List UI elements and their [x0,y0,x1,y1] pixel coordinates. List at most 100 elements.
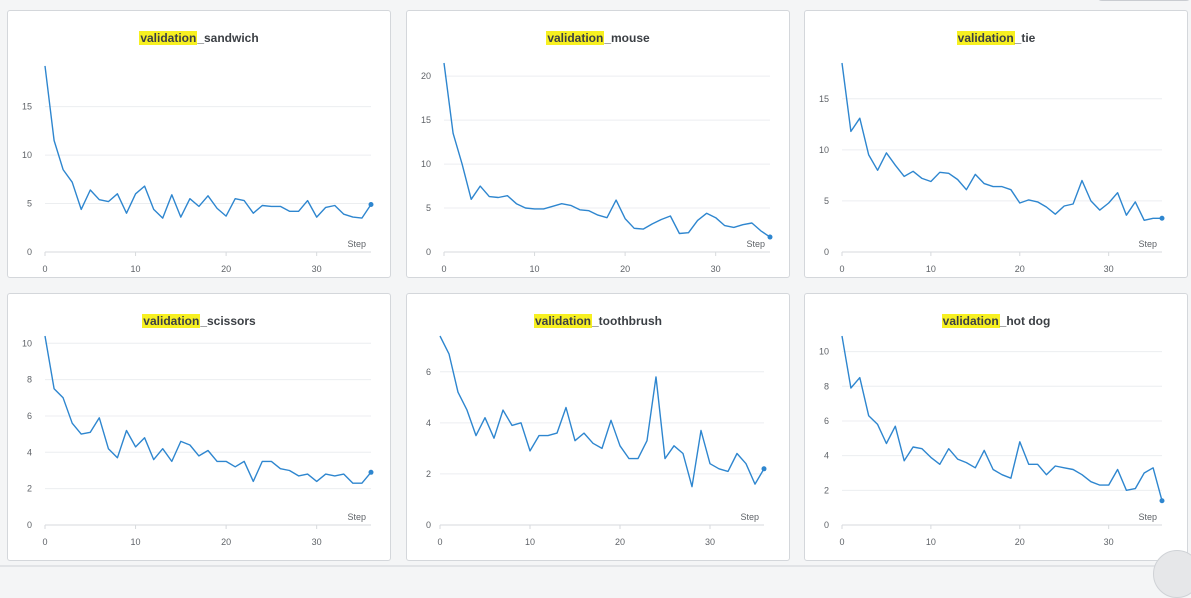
y-tick-label: 2 [824,485,829,495]
y-tick-label: 20 [421,71,431,81]
y-tick-label: 0 [426,520,431,530]
chart-panel[interactable]: validation_sandwich 0 5 10 15 0 10 20 30 Step [7,10,391,278]
series-end-point [368,202,374,208]
y-tick-label: 6 [27,411,32,421]
chart-title-highlight: validation [941,314,1000,328]
y-tick-label: 4 [27,447,32,457]
chart-panel[interactable]: validation_toothbrush 0 2 4 6 0 10 20 30 Step [406,293,790,561]
line-chart: 0 2 4 6 8 10 0 10 20 30 Step [819,335,1165,547]
x-tick-label: 30 [711,264,721,274]
x-tick-label: 20 [221,537,231,547]
chart-title-rest: _toothbrush [592,314,662,328]
y-tick-label: 10 [819,145,829,155]
chart-title-rest: _sandwich [197,31,259,45]
series-end-point [761,466,767,472]
y-tick-label: 6 [824,416,829,426]
series-end-point [767,234,773,240]
line-chart: 0 5 10 15 0 10 20 30 Step [819,62,1165,274]
x-tick-label: 20 [620,264,630,274]
x-tick-label: 10 [530,264,540,274]
x-tick-label: 0 [42,264,47,274]
x-tick-label: 0 [42,537,47,547]
chart-title: validation_sandwich [8,31,390,45]
y-tick-label: 8 [824,381,829,391]
series-line [44,335,372,484]
chart-title: validation_scissors [8,314,390,328]
x-tick-label: 20 [1015,264,1025,274]
chart-title-highlight: validation [546,31,605,45]
x-axis-label: Step [347,512,366,522]
series-end-point [1159,498,1165,504]
x-axis-label: Step [740,512,759,522]
line-chart: 0 2 4 6 8 10 0 10 20 30 Step [22,335,374,547]
chart-title-highlight: validation [533,314,592,328]
chart-title-rest: _hot dog [999,314,1051,328]
x-tick-label: 10 [131,264,141,274]
y-tick-label: 5 [27,199,32,209]
chart-panel[interactable]: validation_mouse 0 5 10 15 20 0 10 20 30 Step [406,10,790,278]
line-chart: 0 5 10 15 0 10 20 30 Step [22,65,374,274]
x-axis-label: Step [347,239,366,249]
y-tick-label: 8 [27,375,32,385]
y-tick-label: 10 [22,338,32,348]
chart-title-highlight: validation [139,31,198,45]
chart-panel[interactable]: validation_scissors 0 2 4 6 8 10 0 10 20 30 Step [7,293,391,561]
y-tick-label: 4 [824,451,829,461]
series-line [841,335,1163,501]
chart-title-rest: _mouse [604,31,650,45]
x-tick-label: 30 [312,537,322,547]
x-tick-label: 20 [1015,537,1025,547]
y-tick-label: 5 [426,203,431,213]
y-tick-label: 10 [421,159,431,169]
x-tick-label: 30 [312,264,322,274]
bottom-divider [0,565,1191,567]
series-end-point [1159,215,1165,221]
x-axis-label: Step [1138,512,1157,522]
x-axis-label: Step [746,239,765,249]
x-tick-label: 30 [1104,264,1114,274]
x-tick-label: 10 [525,537,535,547]
chart-title: validation_toothbrush [407,314,789,328]
y-tick-label: 0 [824,247,829,257]
y-tick-label: 2 [27,484,32,494]
series-line [443,62,771,238]
y-tick-label: 0 [27,247,32,257]
chart-title-rest: _tie [1014,31,1036,45]
y-tick-label: 15 [22,102,32,112]
x-tick-label: 10 [926,537,936,547]
series-line [841,62,1162,222]
series-end-point [368,469,374,475]
y-tick-label: 15 [819,94,829,104]
chart-title: validation_hot dog [805,314,1187,328]
chart-title-highlight: validation [956,31,1015,45]
x-axis-label: Step [1138,239,1157,249]
top-toolbar-button[interactable] [1096,0,1191,1]
y-tick-label: 0 [824,520,829,530]
chart-panel[interactable]: validation_tie 0 5 10 15 0 10 20 30 Step [804,10,1188,278]
chart-title-highlight: validation [142,314,201,328]
series-line [439,335,765,488]
x-tick-label: 0 [441,264,446,274]
x-tick-label: 30 [1104,537,1114,547]
x-tick-label: 10 [131,537,141,547]
chart-title-rest: _scissors [200,314,256,328]
y-tick-label: 0 [426,247,431,257]
x-tick-label: 20 [221,264,231,274]
x-tick-label: 10 [926,264,936,274]
x-tick-label: 20 [615,537,625,547]
help-widget-icon[interactable] [1153,550,1191,598]
y-tick-label: 5 [824,196,829,206]
x-tick-label: 0 [839,537,844,547]
series-line [44,65,372,219]
y-tick-label: 15 [421,115,431,125]
y-tick-label: 6 [426,367,431,377]
x-tick-label: 30 [705,537,715,547]
chart-panel[interactable]: validation_hot dog 0 2 4 6 8 10 0 10 20 30 Step [804,293,1188,561]
chart-title: validation_mouse [407,31,789,45]
chart-title: validation_tie [805,31,1187,45]
y-tick-label: 0 [27,520,32,530]
x-tick-label: 0 [839,264,844,274]
x-tick-label: 0 [437,537,442,547]
y-tick-label: 10 [819,347,829,357]
y-tick-label: 2 [426,469,431,479]
